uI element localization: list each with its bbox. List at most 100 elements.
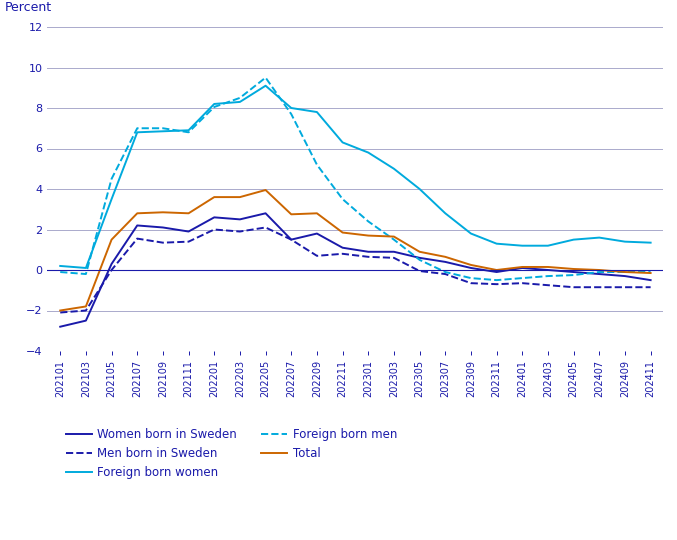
Total <box>108 237 116 243</box>
Foreign born women <box>621 238 629 245</box>
Foreign born women <box>185 127 193 133</box>
Men born in Sweden <box>313 253 321 259</box>
Foreign born men <box>82 271 90 278</box>
Women born in Sweden <box>313 230 321 237</box>
Foreign born women <box>467 230 475 237</box>
Legend: Women born in Sweden, Men born in Sweden, Foreign born women, Foreign born men, : Women born in Sweden, Men born in Sweden… <box>66 428 397 479</box>
Women born in Sweden <box>108 261 116 267</box>
Women born in Sweden <box>467 265 475 271</box>
Foreign born women <box>544 242 552 249</box>
Total <box>82 303 90 309</box>
Foreign born women <box>647 239 655 246</box>
Foreign born women <box>595 234 603 241</box>
Women born in Sweden <box>544 267 552 273</box>
Women born in Sweden <box>159 224 167 231</box>
Foreign born women <box>493 240 501 247</box>
Women born in Sweden <box>133 222 141 229</box>
Women born in Sweden <box>82 318 90 324</box>
Foreign born men <box>185 129 193 136</box>
Foreign born men <box>493 277 501 284</box>
Total <box>518 264 526 270</box>
Foreign born men <box>133 125 141 131</box>
Men born in Sweden <box>364 254 372 260</box>
Foreign born men <box>236 94 244 101</box>
Foreign born men <box>390 237 398 243</box>
Women born in Sweden <box>210 214 218 220</box>
Total <box>133 210 141 217</box>
Foreign born women <box>159 128 167 134</box>
Foreign born women <box>390 165 398 172</box>
Total <box>569 266 577 272</box>
Foreign born women <box>108 196 116 202</box>
Line: Total: Total <box>60 190 651 310</box>
Men born in Sweden <box>493 281 501 287</box>
Men born in Sweden <box>647 284 655 291</box>
Men born in Sweden <box>416 268 424 274</box>
Foreign born men <box>569 272 577 278</box>
Text: Percent: Percent <box>4 1 51 14</box>
Foreign born women <box>236 99 244 105</box>
Men born in Sweden <box>236 228 244 235</box>
Total <box>338 230 347 236</box>
Foreign born women <box>261 83 269 89</box>
Foreign born men <box>544 273 552 279</box>
Foreign born women <box>82 265 90 271</box>
Total <box>416 248 424 255</box>
Foreign born men <box>621 269 629 275</box>
Women born in Sweden <box>261 210 269 217</box>
Total <box>261 187 269 193</box>
Total <box>185 210 193 217</box>
Women born in Sweden <box>595 271 603 278</box>
Foreign born women <box>364 149 372 156</box>
Women born in Sweden <box>364 248 372 255</box>
Total <box>621 269 629 275</box>
Line: Women born in Sweden: Women born in Sweden <box>60 213 651 327</box>
Women born in Sweden <box>416 255 424 261</box>
Foreign born men <box>441 269 450 275</box>
Women born in Sweden <box>493 269 501 275</box>
Men born in Sweden <box>210 226 218 233</box>
Total <box>595 267 603 273</box>
Line: Men born in Sweden: Men born in Sweden <box>60 227 651 313</box>
Foreign born men <box>108 176 116 182</box>
Men born in Sweden <box>544 282 552 288</box>
Foreign born men <box>287 111 295 117</box>
Women born in Sweden <box>569 269 577 275</box>
Men born in Sweden <box>441 271 450 278</box>
Foreign born women <box>133 129 141 136</box>
Foreign born men <box>467 275 475 281</box>
Total <box>364 232 372 239</box>
Total <box>647 270 655 276</box>
Men born in Sweden <box>56 309 64 316</box>
Foreign born women <box>338 139 347 146</box>
Men born in Sweden <box>390 255 398 261</box>
Men born in Sweden <box>159 239 167 246</box>
Men born in Sweden <box>518 280 526 286</box>
Men born in Sweden <box>595 284 603 291</box>
Men born in Sweden <box>133 235 141 242</box>
Total <box>287 211 295 218</box>
Foreign born women <box>313 109 321 116</box>
Foreign born men <box>56 269 64 275</box>
Women born in Sweden <box>441 259 450 265</box>
Men born in Sweden <box>185 238 193 245</box>
Line: Foreign born men: Foreign born men <box>60 78 651 280</box>
Women born in Sweden <box>56 323 64 330</box>
Total <box>390 233 398 240</box>
Line: Foreign born women: Foreign born women <box>60 86 651 268</box>
Foreign born men <box>364 218 372 225</box>
Total <box>159 209 167 215</box>
Foreign born men <box>416 256 424 263</box>
Total <box>56 307 64 314</box>
Women born in Sweden <box>338 245 347 251</box>
Foreign born men <box>518 275 526 281</box>
Foreign born women <box>569 237 577 243</box>
Women born in Sweden <box>236 216 244 222</box>
Foreign born men <box>159 125 167 131</box>
Total <box>210 194 218 200</box>
Men born in Sweden <box>82 307 90 314</box>
Foreign born men <box>313 161 321 168</box>
Women born in Sweden <box>621 273 629 279</box>
Men born in Sweden <box>287 237 295 243</box>
Foreign born men <box>261 75 269 81</box>
